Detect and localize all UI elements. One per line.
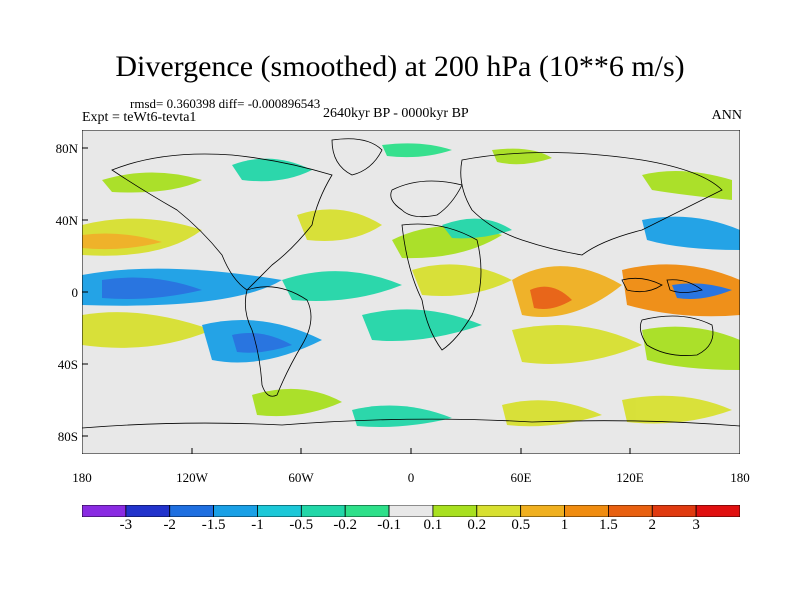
- lon-label-0: 0: [407, 470, 415, 485]
- season-label: ANN: [711, 108, 742, 123]
- colorbar-box-14: [695, 505, 740, 517]
- contour-fields: [82, 143, 740, 427]
- colorbar-box-11: [564, 505, 609, 517]
- colorbar-label-12: 2: [648, 517, 657, 533]
- colorbar-box-2: [169, 505, 215, 517]
- colorbar-box-7: [388, 505, 434, 517]
- colorbar-box-8: [432, 505, 478, 517]
- colorbar-box-4: [257, 505, 302, 517]
- lon-label-120e: 120E: [616, 470, 644, 485]
- lat-label-80n: 80N: [55, 141, 78, 156]
- colorbar-box-9: [476, 505, 522, 517]
- lat-label-80s: 80S: [57, 429, 78, 444]
- colorbar-label-5: -0.2: [333, 517, 358, 533]
- colorbar-label-6: -0.1: [377, 517, 401, 533]
- lon-label-60e: 60E: [510, 470, 532, 485]
- lat-label-40n: 40N: [55, 213, 78, 228]
- lon-label-180e: 180: [730, 470, 750, 485]
- colorbar-label-1: -2: [163, 517, 176, 533]
- colorbar-box-10: [520, 505, 565, 517]
- lon-label-180w: 180: [72, 470, 92, 485]
- colorbar-label-7: 0.1: [423, 517, 443, 533]
- colorbar-label-3: -1: [251, 517, 264, 533]
- colorbar-label-2: -1.5: [201, 517, 226, 533]
- colorbar-label-9: 0.5: [511, 517, 531, 533]
- lon-label-120w: 120W: [176, 470, 208, 485]
- colorbar-label-0: -3: [119, 517, 133, 533]
- lat-label-eq: 0: [71, 285, 79, 300]
- divergence-map: [82, 130, 740, 454]
- colorbar-box-6: [344, 505, 390, 517]
- colorbar-box-0: [82, 505, 127, 517]
- colorbar-box-1: [125, 505, 171, 517]
- stats-text: rmsd= 0.360398 diff= -0.000896543: [130, 96, 321, 111]
- plot-title: Divergence (smoothed) at 200 hPa (10**6 …: [115, 50, 685, 83]
- colorbar-box-5: [300, 505, 346, 517]
- experiment-label: Expt = teWt6-tevta1: [82, 110, 197, 125]
- axis-ticks: [82, 147, 631, 454]
- colorbar-label-10: 1: [560, 517, 569, 533]
- colorbar-box-12: [608, 505, 653, 517]
- colorbar: [82, 505, 740, 517]
- lon-label-60w: 60W: [288, 470, 314, 485]
- coastlines: [82, 138, 740, 429]
- colorbar-box-3: [213, 505, 258, 517]
- colorbar-label-8: 0.2: [467, 517, 487, 533]
- period-label: 2640kyr BP - 0000kyr BP: [323, 106, 469, 121]
- colorbar-label-4: -0.5: [289, 517, 314, 533]
- colorbar-label-13: 3: [692, 517, 700, 533]
- colorbar-label-11: 1.5: [599, 517, 618, 533]
- lat-label-40s: 40S: [57, 357, 78, 372]
- colorbar-box-13: [651, 505, 697, 517]
